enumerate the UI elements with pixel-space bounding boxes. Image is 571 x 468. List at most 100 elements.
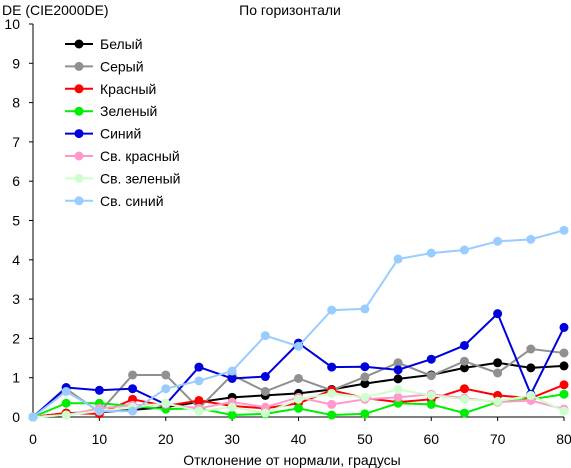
data-point [227, 402, 237, 412]
legend-item: Св. красный [65, 148, 180, 164]
legend-label: Серый [100, 58, 144, 74]
legend-label: Белый [100, 36, 143, 52]
legend-item: Синий [65, 126, 141, 142]
y-tick-label: 2 [12, 330, 20, 346]
data-point [526, 390, 536, 400]
y-tick-label: 0 [12, 409, 20, 425]
data-point [94, 406, 104, 416]
legend-swatch-marker [74, 106, 84, 116]
data-point [227, 373, 237, 383]
legend-swatch-marker [74, 196, 84, 206]
data-point [360, 409, 370, 419]
data-point [559, 348, 569, 358]
data-point [459, 245, 469, 255]
data-point [526, 234, 536, 244]
data-point [327, 410, 337, 420]
data-point [260, 408, 270, 418]
data-point [360, 362, 370, 372]
legend-swatch-marker [74, 39, 84, 49]
data-point [194, 362, 204, 372]
y-tick-label: 1 [12, 370, 20, 386]
legend: Белый Серый Красный Зеленый Синий Св. красный… [65, 36, 180, 209]
data-point [227, 366, 237, 376]
y-tick-label: 3 [12, 291, 20, 307]
data-point [393, 374, 403, 384]
legend-swatch-marker [74, 151, 84, 161]
x-tick-label: 20 [158, 431, 174, 447]
data-point [459, 408, 469, 418]
data-point [526, 344, 536, 354]
data-point [194, 406, 204, 416]
data-point [559, 225, 569, 235]
legend-label: Красный [100, 81, 156, 97]
legend-swatch-marker [74, 129, 84, 139]
data-point [360, 392, 370, 402]
y-tick-label: 8 [12, 95, 20, 111]
data-point [260, 372, 270, 382]
legend-swatch-marker [74, 84, 84, 94]
data-point [393, 254, 403, 264]
data-point [393, 365, 403, 375]
data-point [61, 386, 71, 396]
data-point [493, 309, 503, 319]
data-point [459, 384, 469, 394]
data-point [426, 371, 436, 381]
data-point [128, 370, 138, 380]
legend-item: Серый [65, 58, 144, 74]
data-point [393, 392, 403, 402]
data-point [559, 380, 569, 390]
y-tick-label: 7 [12, 134, 20, 150]
data-point [128, 384, 138, 394]
legend-label: Синий [100, 126, 141, 142]
legend-item: Красный [65, 81, 156, 97]
data-point [161, 370, 171, 380]
chart-title: По горизонтали [239, 2, 341, 18]
data-point [493, 396, 503, 406]
data-point [559, 361, 569, 371]
data-point [360, 379, 370, 389]
x-tick-label: 30 [224, 431, 240, 447]
series-8 [28, 225, 569, 422]
data-point [426, 248, 436, 258]
data-point [393, 358, 403, 368]
data-point [61, 410, 71, 420]
data-point [493, 368, 503, 378]
data-point [559, 389, 569, 399]
data-point [426, 399, 436, 409]
data-point [327, 362, 337, 372]
x-tick-label: 70 [490, 431, 506, 447]
data-point [459, 394, 469, 404]
y-tick-label: 10 [4, 16, 20, 32]
y-tick-label: 9 [12, 55, 20, 71]
data-point [294, 403, 303, 413]
data-point [327, 399, 337, 409]
data-point [260, 386, 270, 396]
data-point [28, 412, 38, 422]
data-point [327, 305, 337, 315]
legend-item: Зеленый [65, 103, 157, 119]
data-point [194, 395, 204, 405]
data-point [459, 363, 469, 373]
legend-item: Св. синий [65, 193, 164, 209]
legend-label: Зеленый [100, 103, 157, 119]
x-tick-label: 80 [556, 431, 571, 447]
data-point [493, 236, 503, 246]
data-point [260, 331, 270, 341]
y-tick-label: 6 [12, 173, 20, 189]
legend-swatch-marker [74, 61, 84, 71]
legend-swatch-marker [74, 173, 84, 183]
data-point [493, 358, 503, 368]
data-point [459, 356, 469, 366]
y-axis-label: DE (CIE2000DE) [2, 2, 109, 18]
data-point [94, 385, 104, 395]
y-tick-label: 4 [12, 252, 20, 268]
x-tick-label: 0 [29, 431, 37, 447]
data-point [360, 304, 370, 314]
data-point [393, 384, 403, 394]
data-point [426, 354, 436, 364]
series-layer [28, 225, 569, 422]
legend-label: Св. красный [100, 148, 180, 164]
x-tick-label: 50 [357, 431, 373, 447]
y-tick-label: 5 [12, 213, 20, 229]
